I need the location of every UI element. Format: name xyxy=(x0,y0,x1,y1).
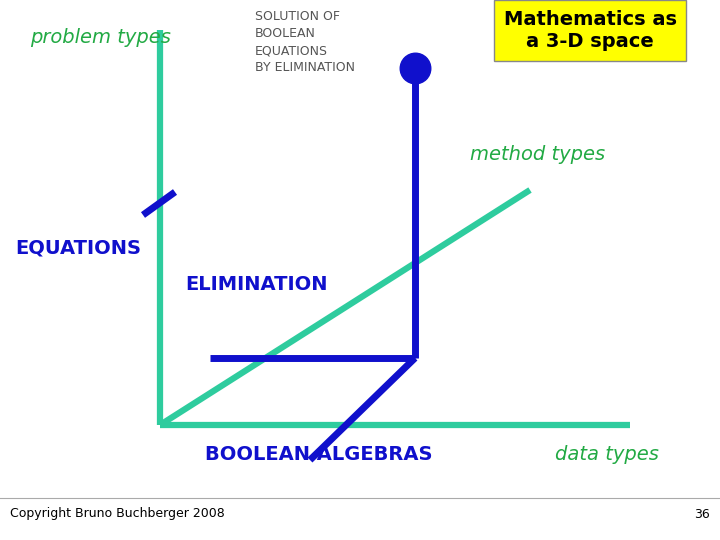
Text: method types: method types xyxy=(470,145,605,165)
Text: Mathematics as
a 3-D space: Mathematics as a 3-D space xyxy=(503,10,677,51)
Text: Copyright Bruno Buchberger 2008: Copyright Bruno Buchberger 2008 xyxy=(10,508,225,521)
Text: SOLUTION OF
BOOLEAN
EQUATIONS
BY ELIMINATION: SOLUTION OF BOOLEAN EQUATIONS BY ELIMINA… xyxy=(255,10,355,74)
Text: ELIMINATION: ELIMINATION xyxy=(185,275,328,294)
Text: BOOLEAN ALGEBRAS: BOOLEAN ALGEBRAS xyxy=(205,446,433,464)
Text: EQUATIONS: EQUATIONS xyxy=(15,239,141,258)
Text: 36: 36 xyxy=(694,508,710,521)
Text: problem types: problem types xyxy=(30,28,171,47)
Text: data types: data types xyxy=(555,446,659,464)
